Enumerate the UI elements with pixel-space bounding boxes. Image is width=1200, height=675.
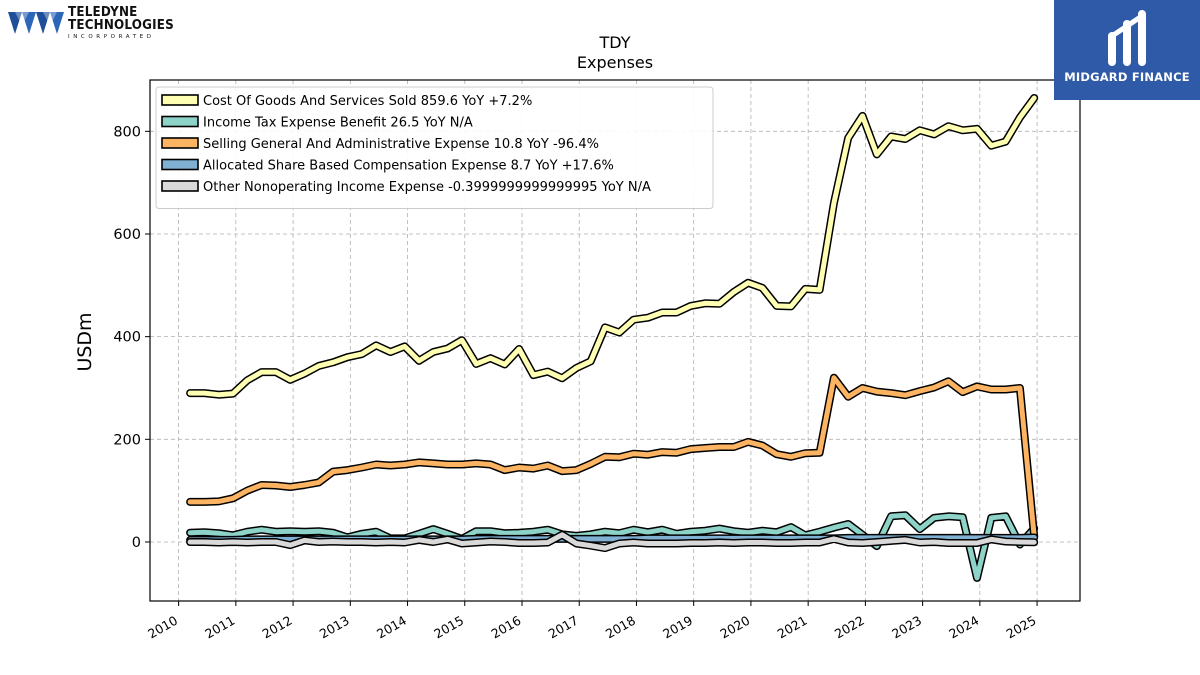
teledyne-mark-icon	[8, 12, 64, 34]
x-tick-label: 2024	[946, 613, 981, 642]
x-tick-label: 2010	[145, 613, 180, 642]
legend-swatch-0	[161, 94, 199, 106]
x-tick-label: 2018	[603, 613, 638, 642]
legend: Cost Of Goods And Services Sold 859.6 Yo…	[155, 86, 714, 209]
x-tick-label: 2022	[832, 613, 867, 642]
legend-box	[155, 86, 714, 209]
series-line-1	[187, 512, 1037, 581]
x-tick-label: 2014	[374, 613, 409, 642]
x-tick-label: 2017	[546, 613, 581, 642]
x-tick-label: 2011	[202, 613, 237, 642]
teledyne-logo-line2: TECHNOLOGIES	[68, 18, 174, 33]
series-line-0	[187, 95, 1037, 398]
x-tick-label: 2021	[775, 613, 810, 642]
y-tick-label: 800	[113, 124, 141, 140]
chart-title: TDY	[599, 33, 631, 52]
midgard-mark-icon	[1108, 10, 1146, 66]
legend-label-4: Other Nonoperating Income Expense -0.399…	[203, 180, 651, 195]
x-tick-label: 2020	[717, 613, 752, 642]
y-tick-label: 200	[113, 432, 141, 448]
y-tick-label: 400	[113, 330, 141, 346]
legend-label-3: Allocated Share Based Compensation Expen…	[203, 159, 614, 174]
teledyne-logo: TELEDYNE TECHNOLOGIES INCORPORATED	[8, 6, 178, 46]
y-tick-label: 600	[113, 227, 141, 243]
chart-subtitle: Expenses	[577, 53, 653, 72]
midgard-finance-logo: MIDGARD FINANCE	[1054, 0, 1200, 100]
legend-swatch-3	[161, 158, 199, 171]
teledyne-logo-line1: TELEDYNE	[68, 5, 138, 20]
midgard-finance-text: MIDGARD FINANCE	[1064, 70, 1190, 84]
x-tick-label: 2012	[260, 613, 295, 642]
legend-label-1: Income Tax Expense Benefit 26.5 YoY N/A	[203, 116, 473, 131]
series-line-4	[187, 532, 1037, 551]
x-tick-label: 2019	[660, 613, 695, 642]
legend-label-0: Cost Of Goods And Services Sold 859.6 Yo…	[203, 94, 532, 109]
legend-swatch-1	[161, 115, 199, 128]
x-tick-label: 2015	[431, 613, 466, 642]
plot-frame	[149, 79, 1081, 602]
x-tick-label: 2013	[317, 613, 352, 642]
legend-label-2: Selling General And Administrative Expen…	[203, 137, 599, 152]
x-tick-label: 2023	[889, 613, 924, 642]
legend-swatch-2	[161, 137, 199, 149]
teledyne-logo-line3: INCORPORATED	[68, 34, 155, 40]
legend-swatch-4	[161, 180, 199, 192]
y-axis-label: USDm	[74, 312, 96, 371]
x-tick-label: 2025	[1004, 613, 1039, 642]
x-tick-label: 2016	[488, 613, 523, 642]
y-tick-label: 0	[132, 535, 141, 551]
series-line-2	[187, 375, 1037, 539]
